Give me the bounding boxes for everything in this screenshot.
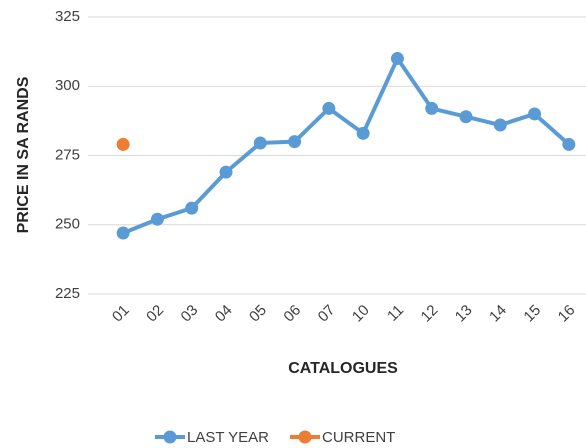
data-point: [288, 135, 302, 149]
x-tick-label: 14: [486, 302, 510, 326]
x-tick-label: 06: [280, 302, 304, 326]
data-point: [116, 137, 130, 151]
x-tick-label: 16: [555, 302, 579, 326]
x-tick-label: 13: [452, 302, 476, 326]
x-tick-label: 10: [349, 302, 373, 326]
legend-label: CURRENT: [322, 429, 395, 446]
data-point: [459, 110, 473, 124]
data-point: [150, 212, 164, 226]
x-tick-label: 15: [520, 302, 544, 326]
data-point: [425, 101, 439, 115]
data-point: [185, 201, 199, 215]
data-point: [390, 52, 404, 66]
y-tick-label: 300: [55, 77, 80, 94]
y-tick-label: 250: [55, 216, 80, 233]
x-tick-label: 02: [143, 302, 167, 326]
data-point: [528, 107, 542, 121]
x-tick-label: 04: [212, 302, 236, 326]
data-point: [219, 165, 233, 179]
data-point: [253, 136, 267, 150]
x-tick-label: 11: [384, 302, 407, 325]
legend-marker: [298, 430, 312, 444]
x-tick-label: 05: [246, 302, 270, 326]
x-tick-label: 12: [418, 302, 442, 326]
y-tick-label: 275: [55, 146, 80, 163]
data-point: [322, 101, 336, 115]
y-tick-label: 225: [55, 285, 80, 302]
x-tick-label: 01: [109, 302, 133, 326]
data-point: [493, 118, 507, 132]
y-axis-label: PRICE IN SA RANDS: [15, 76, 32, 233]
x-tick-label: 07: [315, 302, 339, 326]
legend-marker: [163, 430, 177, 444]
data-point: [356, 126, 370, 140]
x-axis-label: CATALOGUES: [288, 360, 398, 377]
legend-label: LAST YEAR: [187, 429, 269, 446]
x-tick-label: 03: [178, 302, 202, 326]
data-point: [116, 226, 130, 240]
data-point: [562, 137, 576, 151]
y-tick-label: 325: [55, 8, 80, 25]
